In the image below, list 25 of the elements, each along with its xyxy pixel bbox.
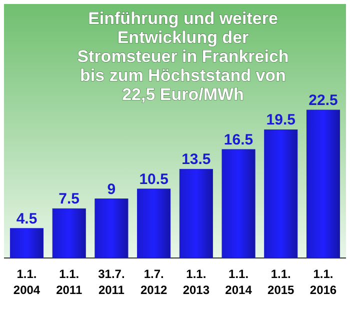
bar — [179, 168, 213, 258]
x-tick-label: 1.1. 2016 — [310, 267, 337, 297]
data-label: 16.5 — [224, 131, 254, 148]
bar — [222, 149, 256, 258]
x-tick-label: 1.7. 2012 — [140, 267, 168, 297]
x-tick-label: 1.1. 2011 — [56, 267, 82, 297]
bar — [137, 188, 171, 258]
data-label: 7.5 — [58, 190, 80, 208]
bar — [306, 110, 340, 258]
x-tick-label: 1.1. 2015 — [268, 267, 295, 297]
data-label: 22.5 — [308, 92, 338, 109]
bar — [94, 198, 128, 258]
bar — [264, 129, 298, 258]
data-label: 13.5 — [182, 151, 211, 168]
x-tick-label: 1.1. 2013 — [182, 267, 210, 297]
x-tick-label: 1.1. 2014 — [225, 267, 252, 297]
chart-title: Einführung und weitere Entwicklung der Stromsteuer in Frankreich bis zum Höchststand von 22,5 Euro/MWh — [77, 9, 289, 104]
x-tick-label: 31.7. 2011 — [98, 267, 125, 297]
data-label: 4.5 — [16, 210, 38, 228]
data-label: 9 — [107, 180, 116, 198]
data-label: 19.5 — [266, 112, 296, 129]
bar — [52, 208, 86, 258]
x-tick-label: 1.1. 2004 — [13, 267, 40, 297]
data-label: 10.5 — [139, 170, 168, 188]
bar — [10, 228, 44, 258]
